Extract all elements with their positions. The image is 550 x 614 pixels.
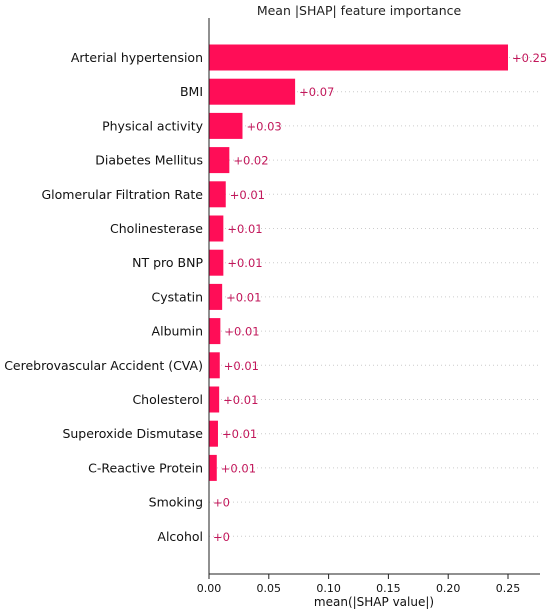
value-label: +0.25 [512,51,547,65]
value-labels: +0.25 +0.07 +0.03 +0.02 +0.01 +0.01 +0.01 +0.01… [213,51,547,544]
bar [209,386,220,413]
value-label: +0.01 [224,325,259,339]
bar [209,283,223,310]
category-label: NT pro BNP [132,255,203,270]
value-label: +0.07 [299,85,334,99]
bar [209,318,221,345]
bar [209,112,243,139]
bar [209,454,217,481]
x-axis-ticks: 0.00 0.05 0.10 0.15 0.20 0.25 [197,574,521,595]
bar [209,249,224,276]
value-label: +0.01 [230,188,265,202]
category-label: Albumin [152,324,203,339]
value-label: +0.01 [226,290,261,304]
category-label: C-Reactive Protein [88,460,203,475]
category-label: Cerebrovascular Accident (CVA) [4,358,203,373]
value-label: +0 [213,496,230,510]
category-label: Glomerular Filtration Rate [42,187,204,202]
chart-title: Mean |SHAP| feature importance [257,3,462,18]
value-label: +0.01 [221,461,256,475]
category-label: Alcohol [157,529,203,544]
x-tick-label: 0.05 [257,582,282,595]
value-label: +0 [213,530,230,544]
bar [209,420,218,447]
value-label: +0.01 [227,256,262,270]
category-label: BMI [180,84,203,99]
category-label: Smoking [149,495,203,510]
bar [209,215,224,242]
category-label: Physical activity [102,118,203,133]
x-tick-label: 0.10 [316,582,341,595]
value-label: +0.01 [227,222,262,236]
value-label: +0.03 [246,119,281,133]
bars [209,44,508,481]
value-label: +0.01 [222,427,257,441]
x-tick-label: 0.20 [436,582,461,595]
bar [209,44,508,71]
x-tick-label: 0.00 [197,582,222,595]
category-label: Superoxide Dismutase [62,426,203,441]
bar [209,78,296,105]
category-label: Cholinesterase [110,221,203,236]
value-label: +0.01 [224,359,259,373]
bar [209,352,220,379]
category-label: Diabetes Mellitus [95,153,203,168]
category-label: Cystatin [152,289,204,304]
bar [209,147,230,174]
bar [209,181,226,208]
x-tick-label: 0.25 [496,582,521,595]
category-label: Arterial hypertension [71,50,203,65]
category-label: Cholesterol [132,392,203,407]
value-label: +0.01 [223,393,258,407]
x-tick-label: 0.15 [376,582,401,595]
x-axis-label: mean(|SHAP value|) [314,595,434,609]
value-label: +0.02 [233,154,268,168]
category-labels: Arterial hypertension BMI Physical activit… [4,50,203,544]
